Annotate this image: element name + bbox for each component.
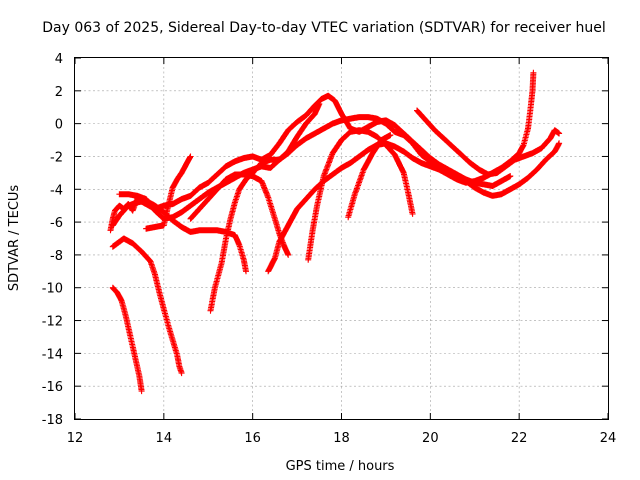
x-tick-label: 22 (511, 431, 528, 446)
y-tick-label: -14 (42, 347, 63, 362)
y-tick-label: 4 (55, 52, 63, 67)
data-points-trace-j (305, 127, 416, 263)
series-trace-c (109, 284, 145, 395)
plot-frame (74, 57, 609, 420)
y-tick-label: 0 (55, 118, 63, 133)
x-tick-label: 16 (244, 431, 261, 446)
y-tick-label: -6 (50, 216, 63, 231)
y-tick-label: -4 (50, 183, 63, 198)
series-trace-g (187, 171, 292, 258)
chart-title: Day 063 of 2025, Sidereal Day-to-day VTE… (42, 20, 605, 36)
y-tick-label: -16 (42, 380, 63, 395)
data-points-trace-b (109, 235, 185, 377)
y-tick-label: -18 (42, 413, 63, 428)
x-tick-label: 18 (333, 431, 350, 446)
y-tick-label: 2 (55, 85, 63, 100)
data-points-trace-f (143, 153, 194, 232)
grid (75, 58, 608, 419)
data-points-trace-c (109, 284, 145, 395)
x-tick-label: 12 (67, 431, 84, 446)
series-trace-j (305, 127, 416, 263)
data-points-trace-l (414, 107, 563, 178)
series-trace-f (143, 153, 194, 232)
y-axis-label: SDTVAR / TECUs (7, 185, 22, 292)
y-tick-label: -12 (42, 315, 63, 330)
series-trace-d (109, 197, 249, 275)
series-trace-l (414, 107, 563, 178)
data-points-trace-d (109, 197, 249, 275)
y-tick-label: -2 (50, 150, 63, 165)
y-tick-label: -10 (42, 282, 63, 297)
data-points-trace-h (207, 100, 323, 314)
y-tick-label: -8 (50, 249, 63, 264)
x-tick-label: 14 (156, 431, 173, 446)
x-tick-label: 20 (422, 431, 439, 446)
x-axis-label: GPS time / hours (286, 459, 395, 474)
series-trace-h (207, 100, 323, 314)
series-trace-b (109, 235, 185, 377)
series-trace-k (345, 132, 394, 221)
data-points-trace-k (345, 132, 394, 221)
data-marks (107, 69, 563, 395)
x-tick-label: 24 (600, 431, 617, 446)
data-points-trace-g (187, 171, 292, 258)
